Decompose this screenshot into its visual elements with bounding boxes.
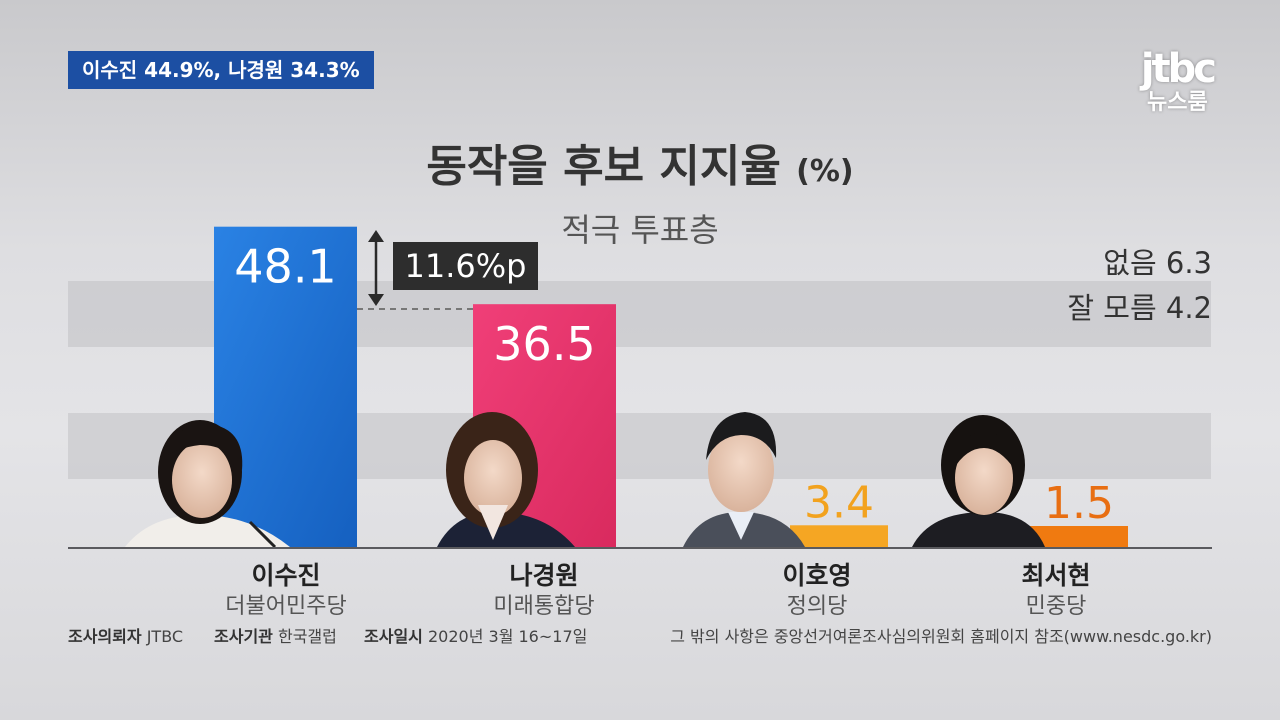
candidate-party-1: 더불어민주당 [225, 594, 347, 619]
chart-subtitle: 적극 투표층 [561, 211, 719, 249]
jtbc-newsroom-logo: jtbc 뉴스룸 [1140, 46, 1217, 116]
bar-4 [1030, 526, 1128, 548]
footer-date-value: 2020년 3월 16~17일 [427, 627, 588, 646]
portrait-lee-hoyoung [683, 412, 805, 547]
footer-note: 그 밖의 사항은 중앙선거여론조사심의위원회 홈페이지 참조(www.nesdc… [670, 627, 1212, 646]
candidate-name-4: 최서현 [1021, 561, 1091, 590]
footer-date: 조사일시 2020년 3월 16~17일 [364, 623, 587, 647]
gap-label: 11.6%p [393, 242, 538, 290]
other-none-label: 없음 6.3 [1103, 246, 1212, 280]
portrait-choi-seohyun [912, 415, 1045, 547]
chart-title: 동작을 후보 지지율 (%) [0, 130, 1280, 194]
gap-indicator [357, 230, 473, 310]
candidate-name-2: 나경원 [509, 561, 579, 590]
other-unknown-label: 잘 모름 4.2 [1067, 291, 1212, 325]
chart-title-text: 동작을 후보 지지율 [426, 141, 781, 192]
candidate-name-3: 이호영 [782, 561, 852, 590]
headline-caption: 이수진 44.9%, 나경원 34.3% [68, 51, 374, 89]
bar-value-label-3: 3.4 [804, 477, 874, 528]
candidate-party-4: 민중당 [1025, 594, 1087, 619]
portrait-na-kyungwon [437, 412, 575, 547]
footer-agency-label: 조사기관 [214, 627, 273, 646]
jtbc-logo-text: jtbc [1140, 46, 1217, 92]
newsroom-logo-text: 뉴스룸 [1147, 90, 1208, 115]
bar-value-label-4: 1.5 [1044, 478, 1114, 529]
portrait-lee-soojin [125, 420, 290, 549]
candidate-party-2: 미래통합당 [493, 594, 595, 619]
footer-requester: 조사의뢰자 JTBC [68, 623, 183, 647]
footer-agency-value: 한국갤럽 [277, 627, 337, 646]
bar-value-label-2: 36.5 [493, 317, 595, 371]
footer-date-label: 조사일시 [364, 627, 423, 646]
footer-requester-label: 조사의뢰자 [68, 627, 142, 646]
footer-agency: 조사기관 한국갤럽 [214, 623, 337, 647]
bar-value-label-1: 48.1 [234, 240, 336, 294]
footer-requester-value: JTBC [146, 627, 184, 646]
bar-3 [790, 525, 888, 548]
candidate-party-3: 정의당 [786, 594, 848, 619]
candidate-name-1: 이수진 [251, 561, 321, 590]
chart-title-unit: (%) [796, 154, 854, 189]
